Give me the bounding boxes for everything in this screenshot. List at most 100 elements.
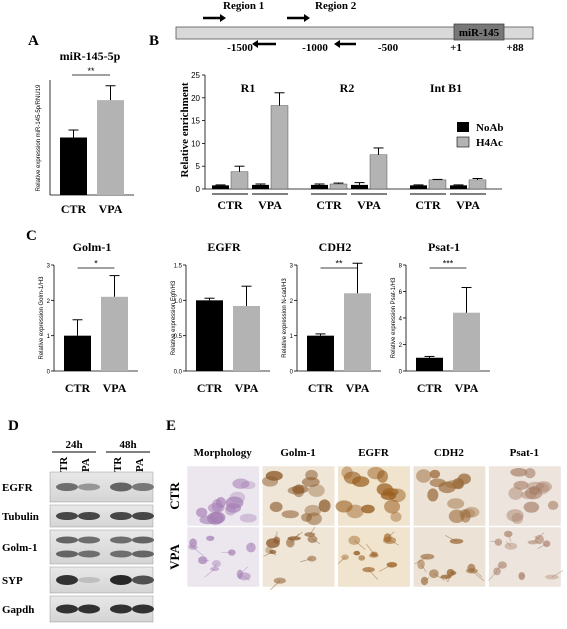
band-tubulin-2: [110, 512, 132, 520]
band-tubulin-1: [78, 512, 100, 520]
blot-row-tubulin: Tubulin: [2, 504, 154, 528]
band-syp-3: [132, 575, 154, 585]
chart-c1-sig: *: [94, 259, 98, 269]
chart-c1-bar-ctr: [64, 335, 91, 371]
blot-row-syp: SYP: [2, 566, 154, 594]
chart-b-bar-1-0-0: [311, 184, 328, 189]
legend-swatch-h4ac: [456, 136, 470, 148]
chart-b-ytick-3: 15: [191, 117, 200, 126]
chart-b-sub-2-0: CTR: [415, 198, 441, 212]
pos-500: -500: [378, 42, 399, 54]
chart-b-sub-2-1: VPA: [456, 198, 480, 212]
micrograph-vpa-0: [186, 526, 260, 588]
pos-plus1: +1: [450, 42, 462, 54]
micro-col-1: Golm-1: [280, 447, 315, 459]
chart-b-sub-1-0: CTR: [316, 198, 342, 212]
chart-c4-sig: ***: [443, 259, 454, 269]
band-egfr-1: [78, 483, 100, 491]
micro-row-vpa: VPA: [167, 544, 182, 570]
chart-c2-cat-0: CTR: [197, 381, 223, 395]
micrograph-ctr-3: [412, 465, 486, 527]
band-golm-1-3-b: [132, 550, 154, 558]
band-syp-0: [56, 575, 78, 585]
legend-noab: NoAb: [476, 122, 504, 134]
chart-c4-cat-1: VPA: [455, 381, 479, 395]
panel-letter-a: A: [28, 33, 39, 49]
chart-c2-cat-1: VPA: [235, 381, 259, 395]
chart-c1-title: Golm-1: [73, 240, 112, 254]
chart-c2-ylabel: Relative expression Egfr/H3: [171, 280, 177, 355]
band-egfr-0: [56, 483, 78, 491]
chart-b-ytick-0: 0: [196, 185, 201, 194]
chart-b-bar-2-1-0: [450, 185, 467, 189]
chart-b-group-2: Int B1: [430, 81, 462, 95]
chart-c1-ytick-1: 1: [47, 334, 51, 340]
chart-c2-title: EGFR: [207, 240, 241, 254]
chart-c4-ytick-3: 6: [399, 290, 403, 296]
blot-membrane-golm-1: [49, 529, 154, 565]
micro-col-2: EGFR: [358, 447, 390, 459]
chart-b-ylabel: Relative enrichment: [179, 82, 191, 177]
chart-b-bar-2-0-1: [428, 179, 447, 190]
chart-c3-cat-1: VPA: [346, 381, 370, 395]
chart-b-ytick-2: 10: [191, 139, 200, 148]
chart-c1-ytick-0: 0: [47, 370, 51, 376]
chart-a-bar-vpa: [97, 100, 124, 195]
band-tubulin-0: [56, 512, 78, 520]
blot-row-golm-1: Golm-1: [2, 529, 154, 565]
micrograph-ctr-4: [488, 465, 562, 527]
gene-bar: [175, 26, 534, 40]
timepoint-48h: 48h: [119, 439, 136, 451]
chart-b-ytick-4: 20: [191, 94, 200, 103]
micro-col-4: Psat-1: [510, 447, 539, 459]
micrograph-vpa-2: [337, 526, 411, 588]
chart-c4: Psat-1 Relative expression Psat-1/H3 0 2 4 6 8…: [391, 240, 490, 395]
band-gapdh-3: [132, 604, 154, 614]
micrograph-vpa-4: [488, 526, 564, 588]
micrograph-vpa-3: [412, 526, 486, 588]
chart-c3: CDH2 Relative expression N-cad/H3 0 1 2 3 CTR V…: [282, 240, 381, 395]
chart-a-cat-1: VPA: [99, 202, 123, 216]
band-golm-1-2-a: [110, 536, 132, 544]
band-golm-1-1-b: [78, 550, 100, 558]
chart-b-bar-0-1-0: [252, 184, 269, 189]
chart-b-bar-2-0-0: [410, 185, 427, 189]
micrograph-ctr-2: [335, 465, 411, 527]
chart-c3-title: CDH2: [319, 240, 352, 254]
chart-b-group-0: R1: [241, 81, 256, 95]
pos-1000: -1000: [302, 42, 328, 54]
panel-letter-e: E: [166, 418, 176, 434]
blot-row-gapdh: Gapdh: [2, 595, 154, 623]
chart-c3-ytick-0: 0: [290, 370, 294, 376]
chart-c1-bar-vpa: [101, 296, 128, 371]
band-golm-1-2-b: [110, 550, 132, 558]
band-egfr-3: [132, 483, 154, 491]
blot-label-gapdh: Gapdh: [2, 604, 34, 616]
chart-c1-ylabel: Relative expression Golm-1/H3: [39, 276, 45, 360]
band-golm-1-0-b: [56, 550, 78, 558]
gene-map: miR-145 Region 1 Region 2 -1500 -1000 -5…: [175, 0, 534, 54]
chart-c2-bar-vpa: [233, 305, 260, 371]
chart-c4-ytick-2: 4: [399, 317, 403, 323]
chart-c3-cat-0: CTR: [308, 381, 334, 395]
chart-b-bar-1-1-1: [369, 154, 388, 190]
micrograph-ctr-0: [186, 465, 260, 527]
chart-b-bar-2-1-1: [468, 179, 487, 190]
band-syp-1: [78, 577, 100, 583]
chart-c3-ytick-3: 3: [290, 264, 294, 270]
chart-c1-cat-0: CTR: [65, 381, 91, 395]
chart-b-bar-0-0-0: [212, 185, 229, 189]
chart-c4-ylabel: Relative expression Psat-1/H3: [391, 277, 397, 358]
chart-a-sig: **: [87, 66, 95, 76]
blot-label-syp: SYP: [2, 575, 23, 587]
chart-c3-sig: **: [335, 259, 343, 269]
chart-b-sub-1-1: VPA: [357, 198, 381, 212]
region-2-label: Region 2: [315, 0, 357, 12]
chart-b-sub-0-0: CTR: [217, 198, 243, 212]
chart-c4-bar-vpa: [453, 312, 480, 371]
chart-c3-bar-vpa: [344, 293, 371, 371]
panel-letter-b: B: [149, 33, 159, 49]
chart-b-bar-1-1-0: [351, 184, 368, 189]
